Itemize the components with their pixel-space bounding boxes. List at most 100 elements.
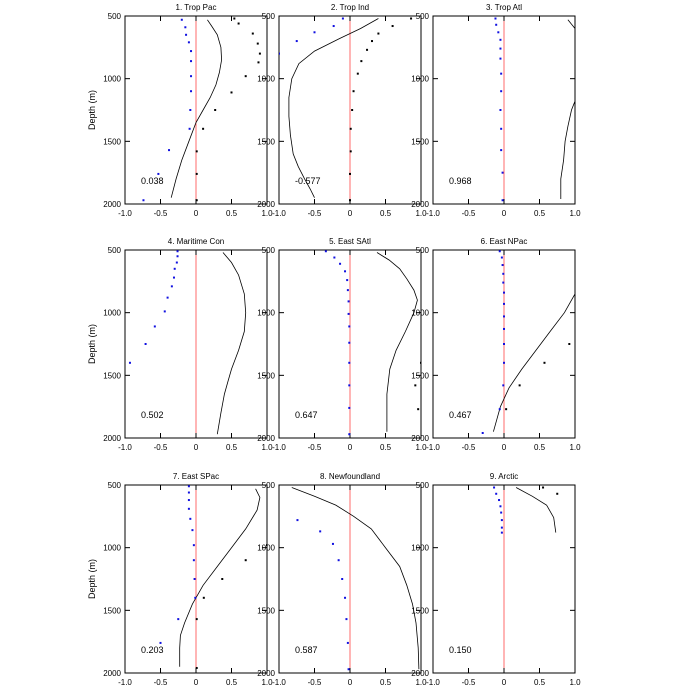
x-tick-label: -0.5 bbox=[308, 443, 322, 452]
x-tick-label: -1.0 bbox=[118, 209, 132, 218]
blue-point bbox=[176, 255, 179, 258]
y-tick-label: 1500 bbox=[103, 371, 121, 380]
black-point bbox=[352, 90, 355, 93]
black-point bbox=[202, 596, 205, 599]
blue-point bbox=[344, 270, 347, 273]
y-tick-label: 2000 bbox=[103, 200, 121, 209]
y-tick-label: 1000 bbox=[411, 75, 429, 84]
panel-3: -1.0 -0.5 0 0.5 1.0 500 1000 1500 2000 3. Trop At… bbox=[411, 3, 581, 218]
x-tick-label: -0.5 bbox=[154, 678, 168, 687]
blue-point bbox=[191, 529, 194, 532]
correlation-curve bbox=[567, 19, 575, 29]
correlation-curve bbox=[216, 252, 247, 435]
y-tick-label: 1000 bbox=[411, 544, 429, 553]
black-point bbox=[371, 40, 374, 43]
blue-point bbox=[499, 109, 502, 111]
y-tick-label: 1500 bbox=[411, 371, 429, 380]
y-tick-label: 500 bbox=[108, 12, 122, 21]
y-tick-label: 1000 bbox=[103, 309, 121, 318]
correlation-value: 0.467 bbox=[449, 410, 472, 420]
y-tick-label: 1500 bbox=[411, 137, 429, 146]
y-tick-label: 1500 bbox=[103, 606, 121, 615]
x-tick-label: 0.5 bbox=[534, 443, 546, 452]
plot-area bbox=[494, 17, 575, 202]
blue-point bbox=[163, 310, 166, 313]
x-tick-label: 1.0 bbox=[569, 443, 581, 452]
plot-area bbox=[159, 485, 267, 669]
black-point bbox=[233, 17, 236, 20]
black-point bbox=[221, 578, 224, 580]
x-tick-label: 0.5 bbox=[380, 209, 392, 218]
blue-point bbox=[502, 281, 505, 284]
panel-6: -1.0 -0.5 0 0.5 1.0 500 1000 1500 2000 6. East NP… bbox=[411, 237, 581, 452]
plot-area bbox=[481, 250, 575, 434]
blue-point bbox=[501, 199, 504, 202]
x-tick-label: 0.5 bbox=[226, 209, 238, 218]
y-tick-label: 2000 bbox=[103, 434, 121, 443]
correlation-value: 0.203 bbox=[141, 645, 164, 655]
blue-point bbox=[190, 90, 193, 93]
x-tick-label: -0.5 bbox=[462, 443, 476, 452]
blue-point bbox=[503, 302, 505, 305]
blue-point bbox=[503, 327, 505, 330]
y-tick-label: 1500 bbox=[103, 137, 121, 146]
black-point bbox=[195, 666, 198, 669]
blue-point bbox=[185, 33, 188, 36]
blue-point bbox=[500, 127, 503, 130]
black-point bbox=[237, 22, 240, 25]
x-tick-label: 1.0 bbox=[261, 209, 273, 218]
blue-point bbox=[187, 499, 190, 502]
panel-9: -1.0 -0.5 0 0.5 1.0 500 1000 1500 2000 9. Arctic 0… bbox=[411, 472, 581, 687]
x-tick-label: -1.0 bbox=[272, 209, 286, 218]
y-tick-label: 2000 bbox=[257, 669, 275, 678]
black-point bbox=[256, 42, 259, 45]
blue-point bbox=[337, 559, 340, 562]
y-tick-label: 500 bbox=[262, 12, 276, 21]
black-point bbox=[518, 384, 521, 387]
plot-area bbox=[291, 487, 420, 671]
panel-5: -1.0 -0.5 0 0.5 1.0 500 1000 1500 2000 5. East SA… bbox=[257, 237, 427, 452]
blue-point bbox=[348, 433, 351, 436]
y-axis-label: Depth (m) bbox=[87, 559, 97, 599]
blue-point bbox=[279, 52, 280, 55]
black-point bbox=[257, 61, 260, 64]
blue-point bbox=[331, 542, 334, 545]
panel-8: -1.0 -0.5 0 0.5 1.0 500 1000 1500 2000 8. Newfoun… bbox=[257, 472, 427, 687]
blue-point bbox=[319, 530, 322, 533]
x-tick-label: 0.5 bbox=[534, 678, 546, 687]
correlation-value: 0.647 bbox=[295, 410, 318, 420]
blue-point bbox=[495, 492, 498, 495]
y-tick-label: 500 bbox=[262, 481, 276, 490]
x-tick-label: 0.5 bbox=[534, 209, 546, 218]
blue-point bbox=[500, 72, 503, 75]
x-tick-label: -0.5 bbox=[154, 209, 168, 218]
correlation-value: -0.577 bbox=[295, 176, 321, 186]
panel-7: -1.0 -0.5 0 0.5 1.0 500 1000 1500 2000 7. East SP… bbox=[87, 472, 273, 687]
panel-1: -1.0 -0.5 0 0.5 1.0 500 1000 1500 2000 1. Trop Pa… bbox=[87, 3, 273, 218]
correlation-curve bbox=[493, 293, 575, 432]
x-tick-label: 1.0 bbox=[261, 443, 273, 452]
blue-point bbox=[344, 596, 347, 599]
blue-point bbox=[499, 505, 502, 508]
panel-title: 7. East SPac bbox=[173, 472, 219, 481]
y-tick-label: 1000 bbox=[411, 309, 429, 318]
x-tick-label: 0.5 bbox=[226, 443, 238, 452]
plot-area bbox=[493, 486, 559, 534]
blue-point bbox=[500, 526, 503, 529]
x-tick-label: -0.5 bbox=[462, 678, 476, 687]
black-point bbox=[349, 127, 352, 130]
panel-2: -1.0 -0.5 0 0.5 1.0 500 1000 1500 2000 2. Trop In… bbox=[257, 3, 427, 218]
blue-point bbox=[313, 31, 316, 34]
blue-point bbox=[296, 519, 299, 522]
black-point bbox=[349, 150, 352, 153]
y-tick-label: 1000 bbox=[257, 75, 275, 84]
correlation-value: 0.968 bbox=[449, 176, 472, 186]
black-point bbox=[366, 48, 369, 51]
blue-point bbox=[501, 264, 504, 267]
black-point bbox=[377, 32, 380, 35]
x-tick-label: -1.0 bbox=[426, 209, 440, 218]
black-point bbox=[410, 17, 413, 20]
y-tick-label: 1000 bbox=[257, 544, 275, 553]
blue-point bbox=[194, 596, 197, 599]
blue-point bbox=[500, 511, 503, 514]
